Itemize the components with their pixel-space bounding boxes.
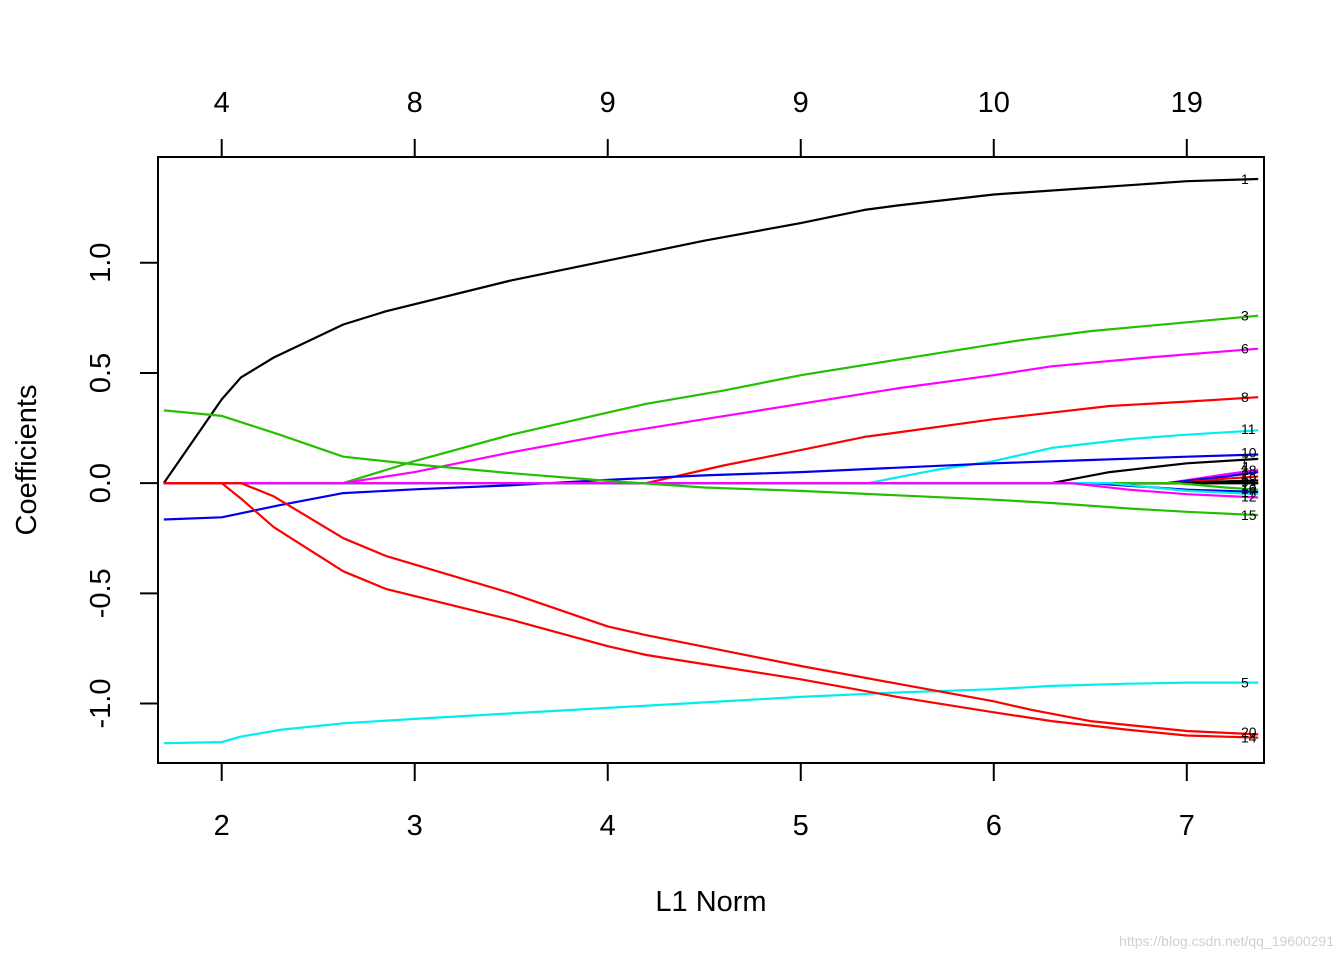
series-end-label: 9 — [1241, 474, 1249, 490]
series-line-3 — [163, 314, 1259, 485]
x-tick-label: 7 — [1179, 810, 1195, 842]
series-line-20 — [163, 482, 1259, 736]
series-end-label: 4 — [1241, 459, 1249, 475]
y-tick-label: -0.5 — [85, 568, 117, 618]
series-end-label: 2 — [1241, 466, 1249, 482]
top-tick-label: 4 — [214, 87, 230, 119]
y-tick-label: -1.0 — [85, 679, 117, 729]
y-tick-label: 1.0 — [85, 243, 117, 283]
y-tick-label: 0.0 — [85, 463, 117, 503]
series-end-label: 12 — [1241, 488, 1257, 504]
series-end-label: 20 — [1241, 724, 1257, 740]
x-tick-label: 3 — [407, 810, 423, 842]
x-tick-label: 6 — [986, 810, 1002, 842]
series-lines — [162, 177, 1259, 745]
series-end-label: 8 — [1241, 389, 1249, 405]
series-end-label: 14 — [1241, 730, 1257, 746]
series-end-label: 5 — [1241, 675, 1249, 691]
series-line-5 — [163, 681, 1259, 745]
series-line-1 — [162, 177, 1259, 484]
series-end-label: 10 — [1241, 444, 1257, 460]
top-tick-label: 9 — [793, 87, 809, 119]
series-line-18 — [163, 471, 1259, 485]
series-line-15 — [163, 409, 1259, 517]
x-tick-label: 4 — [600, 810, 616, 842]
series-end-label: 13 — [1241, 477, 1257, 493]
series-line-8 — [163, 396, 1259, 485]
series-line-12 — [163, 482, 1259, 499]
axes: 2 3 4 5 6 7 4 8 9 9 10 19 -1.0 -0.5 0.0 0.5 1.0 — [85, 87, 1203, 842]
top-tick-label: 9 — [600, 87, 616, 119]
x-axis-title: L1 Norm — [655, 886, 766, 918]
series-end-label: 18 — [1241, 462, 1257, 478]
series-end-label: 15 — [1241, 507, 1257, 523]
series-end-label: 1 — [1241, 171, 1249, 187]
series-line-10 — [163, 453, 1259, 521]
series-end-label: 17 — [1241, 484, 1257, 500]
series-end-label: 7 — [1241, 451, 1249, 467]
series-line-14 — [163, 482, 1259, 739]
series-line-6 — [163, 347, 1259, 485]
series-end-label: 3 — [1241, 308, 1249, 324]
series-line-7 — [163, 457, 1259, 485]
y-tick-label: 0.5 — [85, 353, 117, 393]
top-tick-label: 10 — [978, 87, 1010, 119]
series-end-label: 16 — [1241, 481, 1257, 497]
watermark: https://blog.csdn.net/qq_19600291 — [1119, 933, 1334, 949]
series-line-4 — [163, 468, 1259, 485]
x-tick-label: 2 — [214, 810, 230, 842]
series-end-label: 19 — [1241, 471, 1257, 487]
series-end-label: 6 — [1241, 341, 1249, 357]
top-tick-label: 19 — [1171, 87, 1203, 119]
series-end-label: 11 — [1241, 421, 1256, 437]
top-tick-label: 8 — [407, 87, 423, 119]
x-tick-label: 5 — [793, 810, 809, 842]
series-line-11 — [163, 429, 1259, 485]
y-axis-title: Coefficients — [11, 385, 43, 536]
